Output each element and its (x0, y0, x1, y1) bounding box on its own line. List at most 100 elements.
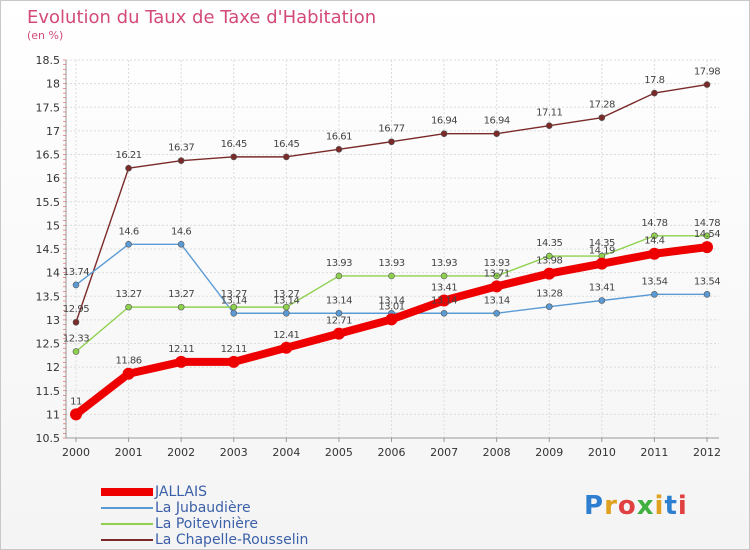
data-label-la-chapelle-rousselin: 17.98 (694, 67, 720, 78)
data-label-la-poiteviniere: 14.35 (536, 238, 562, 249)
logo-letter: x (636, 491, 655, 521)
data-point-la-jubaudiere (125, 240, 132, 248)
y-tick-label: 17 (46, 125, 60, 138)
data-point-la-poiteviniere (72, 348, 80, 355)
data-label-la-jubaudiere: 13.41 (589, 283, 615, 294)
y-tick-label: 15.5 (36, 196, 61, 209)
data-label-la-jubaudiere: 13.14 (431, 295, 457, 306)
data-label-la-chapelle-rousselin: 17.8 (644, 75, 664, 86)
data-label-la-jubaudiere: 13.14 (221, 295, 247, 306)
data-point-la-jubaudiere (230, 309, 238, 317)
data-label-la-chapelle-rousselin: 16.94 (484, 116, 510, 127)
y-tick-label: 13.5 (36, 290, 61, 303)
data-label-la-poiteviniere: 14.78 (641, 218, 667, 229)
logo-letter: r (604, 491, 618, 521)
data-point-jallais (648, 247, 661, 260)
data-label-jallais: 13.98 (536, 256, 562, 267)
data-label-la-jubaudiere: 13.14 (326, 295, 352, 306)
x-tick-label: 2007 (430, 446, 458, 459)
y-tick-label: 14.5 (36, 243, 61, 256)
x-tick-label: 2000 (62, 446, 90, 459)
data-label-la-chapelle-rousselin: 16.21 (116, 150, 142, 161)
data-point-jallais (701, 241, 713, 254)
data-point-la-chapelle-rousselin (703, 81, 711, 88)
data-label-la-poiteviniere: 13.93 (431, 258, 457, 269)
x-tick-label: 2004 (272, 446, 300, 459)
legend: JALLAIS La Jubaudière La Poitevinière La… (101, 484, 308, 548)
data-point-la-poiteviniere (283, 303, 290, 311)
data-label-jallais: 13.71 (484, 268, 510, 279)
data-label-la-poiteviniere: 13.27 (168, 289, 194, 300)
legend-item-jallais[interactable]: JALLAIS (101, 484, 308, 500)
data-label-la-jubaudiere: 13.14 (378, 295, 404, 306)
legend-item-la-poiteviniere[interactable]: La Poitevinière (101, 516, 308, 532)
data-point-la-jubaudiere (545, 303, 553, 310)
x-tick-label: 2011 (640, 446, 668, 459)
data-point-la-jubaudiere (703, 291, 711, 298)
data-label-la-poiteviniere: 13.93 (378, 258, 404, 269)
legend-item-la-jubaudiere[interactable]: La Jubaudière (101, 500, 308, 516)
data-point-la-jubaudiere (598, 297, 606, 304)
data-point-la-chapelle-rousselin (72, 318, 80, 326)
data-point-la-jubaudiere (493, 309, 500, 317)
data-label-la-chapelle-rousselin: 17.28 (589, 100, 615, 111)
data-point-jallais (70, 408, 82, 421)
data-point-la-poiteviniere (545, 252, 553, 260)
data-point-la-jubaudiere (335, 309, 343, 317)
y-tick-label: 11.5 (36, 385, 61, 398)
legend-label: JALLAIS (155, 484, 207, 500)
data-label-la-jubaudiere: 13.74 (63, 267, 89, 278)
data-point-jallais (227, 355, 240, 368)
data-label-la-chapelle-rousselin: 16.94 (431, 116, 457, 127)
x-tick-label: 2003 (220, 446, 248, 459)
data-point-la-jubaudiere (283, 309, 290, 317)
data-label-la-poiteviniere: 12.33 (63, 334, 89, 345)
y-tick-label: 13 (46, 314, 60, 327)
data-point-jallais (122, 367, 135, 380)
legend-label: La Chapelle-Rousselin (155, 532, 309, 548)
data-label-jallais: 12.11 (221, 344, 247, 355)
data-label-la-poiteviniere: 13.27 (273, 289, 299, 300)
x-tick-label: 2008 (483, 446, 511, 459)
x-tick-label: 2010 (588, 446, 616, 459)
logo-letter: i (677, 491, 688, 521)
x-tick-label: 2006 (378, 446, 406, 459)
y-tick-label: 18.5 (36, 54, 61, 67)
data-label-jallais: 11.86 (116, 356, 142, 367)
data-point-la-jubaudiere (440, 309, 448, 317)
data-point-la-poiteviniere (493, 272, 500, 280)
data-point-la-poiteviniere (388, 272, 395, 280)
data-point-la-chapelle-rousselin (493, 130, 500, 138)
legend-item-la-chapelle-rousselin[interactable]: La Chapelle-Rousselin (101, 532, 308, 548)
data-point-jallais (543, 267, 556, 280)
logo-letter: t (664, 491, 678, 521)
data-label-jallais: 13.01 (378, 301, 404, 312)
x-tick-label: 2012 (693, 446, 721, 459)
data-label-la-poiteviniere: 13.27 (116, 289, 142, 300)
data-point-la-chapelle-rousselin (388, 138, 395, 146)
data-label-jallais: 13.41 (431, 283, 457, 294)
proxiti-logo: Proxiti (584, 491, 688, 521)
data-point-la-chapelle-rousselin (230, 153, 238, 161)
legend-swatch-la-poiteviniere (101, 523, 153, 525)
data-label-la-jubaudiere: 13.28 (536, 289, 562, 300)
logo-letter: P (584, 491, 605, 521)
legend-label: La Poitevinière (155, 516, 258, 532)
legend-swatch-la-jubaudiere (101, 507, 153, 509)
y-tick-label: 12 (46, 361, 60, 374)
data-label-jallais: 14.19 (589, 246, 615, 257)
y-tick-label: 17.5 (36, 101, 61, 114)
data-point-la-chapelle-rousselin (177, 157, 185, 164)
x-tick-label: 2002 (167, 446, 195, 459)
x-tick-label: 2005 (325, 446, 353, 459)
data-point-la-chapelle-rousselin (598, 114, 606, 121)
y-tick-label: 18 (46, 78, 60, 91)
data-point-jallais (175, 355, 188, 368)
data-label-la-chapelle-rousselin: 16.45 (273, 139, 299, 150)
data-point-la-chapelle-rousselin (440, 130, 448, 138)
data-label-jallais: 14.54 (694, 229, 720, 240)
data-point-la-jubaudiere (72, 281, 80, 289)
data-label-jallais: 12.11 (168, 344, 194, 355)
y-tick-label: 14 (46, 267, 60, 280)
data-label-la-jubaudiere: 13.14 (273, 295, 299, 306)
